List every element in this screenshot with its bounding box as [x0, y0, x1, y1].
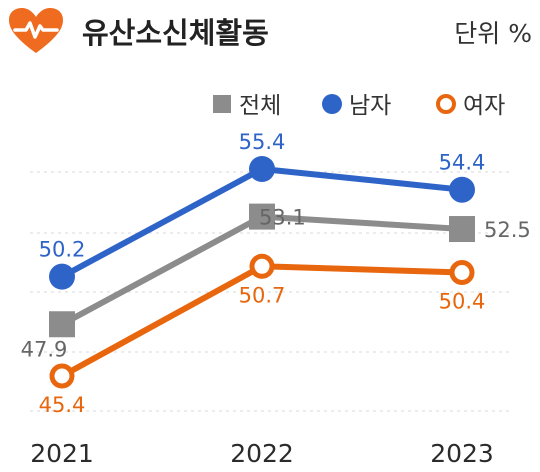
data-point — [249, 203, 275, 230]
legend-label: 여자 — [463, 93, 505, 119]
x-tick-label: 2022 — [230, 439, 294, 468]
data-point — [249, 253, 275, 279]
data-point — [49, 363, 75, 389]
x-tick-label: 2021 — [30, 439, 94, 468]
legend-label: 남자 — [349, 93, 391, 119]
chart-title: 유산소신체활동 — [82, 16, 269, 50]
data-point — [49, 311, 75, 338]
data-label: 50.4 — [439, 290, 486, 314]
data-point — [449, 260, 475, 285]
legend-marker — [322, 94, 342, 114]
data-point — [449, 176, 475, 203]
data-label: 47.9 — [21, 337, 68, 361]
data-label: 55.4 — [239, 130, 286, 154]
data-point — [249, 156, 275, 182]
data-label: 50.2 — [39, 238, 86, 262]
data-label: 54.4 — [439, 151, 486, 175]
legend-marker — [213, 95, 231, 113]
data-label: 50.7 — [239, 283, 286, 307]
heart-pulse-icon — [9, 8, 63, 53]
data-point — [449, 216, 475, 243]
data-label: 45.4 — [39, 393, 86, 417]
legend-marker — [436, 94, 456, 114]
x-tick-label: 2023 — [430, 439, 494, 468]
data-label: 52.5 — [484, 218, 531, 242]
data-label: 53.1 — [259, 206, 306, 230]
data-point — [49, 263, 75, 290]
unit-label: 단위 % — [454, 19, 532, 48]
legend-label: 전체 — [239, 93, 281, 119]
